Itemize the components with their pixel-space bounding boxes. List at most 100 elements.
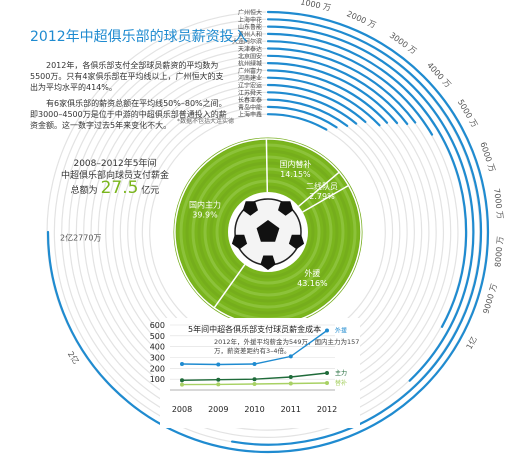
radial-bar [266, 54, 409, 125]
pie-slice-国内替补 [265, 138, 340, 193]
series-point [216, 382, 221, 387]
pie-label: 39.9% [192, 211, 218, 220]
x-tick-label: 2009 [208, 405, 228, 414]
team-label: 北京国安 [238, 52, 262, 60]
radial-bar [266, 69, 389, 124]
team-label: 大连阿尔滨 [232, 38, 262, 46]
source-note: *数据不包括大连实德 [177, 118, 235, 125]
radial-bar [231, 18, 482, 446]
series-point [252, 377, 257, 382]
axis-tick-label: 3000 万 [388, 31, 418, 56]
pie-slice-国内主力 [174, 138, 267, 309]
intro-paragraph-1: 2012年，各俱乐部支付全部球员薪资的平均数为5500万。只有4家俱乐部在平均线… [30, 61, 224, 92]
x-tick-label: 2011 [281, 405, 301, 414]
ball-patch-icon [278, 201, 294, 216]
team-label: 上海申鑫 [238, 111, 262, 119]
pie-stripe [203, 167, 333, 297]
team-label: 辽宁宏运 [238, 82, 262, 90]
radial-bar [266, 62, 399, 125]
axis-tick-label: 1亿 [464, 335, 479, 351]
radial-bar [266, 83, 367, 123]
axis-tick-label: 4000 万 [425, 61, 453, 90]
team-label: 长春亚泰 [238, 96, 262, 104]
x-tick-label: 2010 [244, 405, 264, 414]
axis-tick-label: 8000 万 [493, 236, 505, 268]
team-label: 江苏舜天 [238, 89, 262, 97]
series-point [288, 381, 293, 386]
y-tick-label: 600 [150, 321, 165, 330]
pie-stripe [209, 173, 327, 291]
radial-bar [266, 105, 338, 129]
radial-bar [266, 32, 468, 328]
axis-tick-label: 2亿2770万 [60, 233, 101, 243]
team-label: 上海申花 [238, 16, 262, 24]
ball-patch-icon [256, 220, 280, 242]
total-line-2: 中超俱乐部向球员支付薪金 [60, 171, 169, 181]
series-label: 主力 [335, 369, 347, 377]
series-point [216, 377, 221, 382]
team-label: 山东鲁能 [238, 23, 262, 31]
pie-stripe [191, 155, 345, 309]
pie-stripe [221, 185, 315, 279]
series-point [325, 371, 329, 375]
radial-bar [266, 76, 381, 127]
pie-stripe [197, 161, 339, 303]
x-tick-label: 2012 [317, 405, 337, 414]
team-label: 天津泰达 [238, 45, 262, 53]
y-tick-label: 200 [150, 364, 165, 373]
pie-label: 43.16% [297, 279, 328, 288]
total-line-1: 2008–2012年5年间 [73, 159, 157, 169]
axis-tick-label: 6000 万 [478, 141, 497, 173]
line-chart-note: 2012年，外援平均薪金为549万，国内主力为157 [214, 337, 359, 346]
page-title: 2012年中超俱乐部的球员薪资投入 [30, 29, 248, 45]
pie-label: 14.15% [280, 170, 311, 179]
pie-slice-二线队员 [298, 171, 350, 207]
y-tick-label: 500 [150, 332, 165, 341]
series-point [252, 382, 257, 386]
radial-bar [266, 98, 349, 127]
pie-label: 国内主力 [189, 200, 221, 210]
line-chart-note: 万，薪资差距约有3–4倍。 [214, 346, 291, 355]
ball-patch-icon [242, 201, 258, 216]
pie-stripe [185, 149, 351, 315]
team-label: 广州富力 [238, 67, 262, 75]
total-unit: 亿元 [141, 186, 160, 196]
radial-bar [46, 10, 490, 454]
team-label: 杭州绿城 [238, 60, 262, 68]
radial-bar [266, 113, 328, 131]
y-tick-label: 100 [150, 375, 165, 384]
axis-tick-label: 7000 万 [492, 188, 505, 220]
series-point [288, 354, 293, 359]
series-label: 替补 [335, 379, 347, 387]
series-label: 外援 [335, 327, 347, 335]
y-tick-label: 300 [150, 354, 165, 363]
line-chart-title: 5年间中超各俱乐部支付球员薪金成本 [188, 324, 321, 334]
team-label: 广州恒大 [238, 9, 262, 17]
axis-tick-label: 1000 万 [300, 0, 332, 13]
axis-tick-label: 2亿 [66, 349, 81, 365]
total-amount-line: 总额为 27.5 亿元 [30, 180, 200, 197]
total-prefix: 总额为 [70, 186, 98, 196]
ball-patch-icon [288, 234, 305, 250]
ball-patch-icon [231, 234, 248, 250]
pie-label: 国内替补 [279, 159, 311, 169]
radial-bar [266, 47, 417, 124]
series-point [216, 362, 221, 367]
series-point [180, 382, 184, 387]
radial-bar [266, 25, 475, 382]
x-tick-label: 2008 [172, 405, 192, 414]
team-label: 贵州人和 [238, 30, 262, 38]
radial-bar [266, 40, 434, 136]
team-label: 河南建业 [238, 74, 262, 82]
y-tick-label: 400 [150, 343, 165, 352]
total-amount: 27.5 [100, 178, 139, 198]
radial-bar [266, 91, 358, 125]
team-label: 青岛中能 [238, 103, 262, 111]
axis-tick-label: 9000 万 [481, 283, 499, 315]
ball-patch-icon [260, 255, 276, 270]
pie-label: 二线队员 [306, 181, 338, 191]
series-point [180, 362, 184, 366]
pie-stripe [215, 179, 321, 285]
